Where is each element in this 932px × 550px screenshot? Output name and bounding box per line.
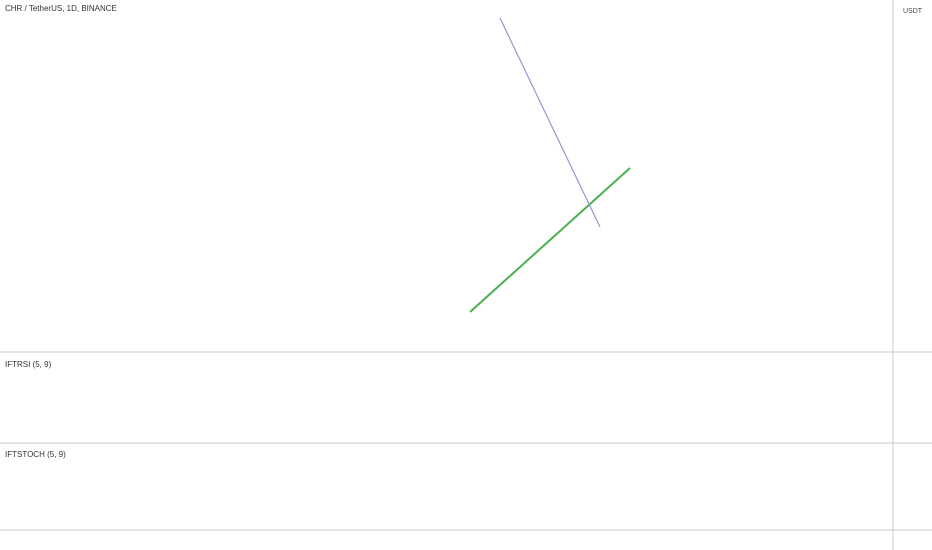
indicator-title: IFTSTOCH (5, 9)	[5, 450, 66, 459]
trend-line	[499, 17, 601, 228]
trend-line	[469, 167, 631, 313]
unit-label: USDT	[903, 8, 923, 15]
chart-title: CHR / TetherUS, 1D, BINANCE	[5, 4, 117, 13]
indicator-title: IFTRSI (5, 9)	[5, 360, 52, 369]
